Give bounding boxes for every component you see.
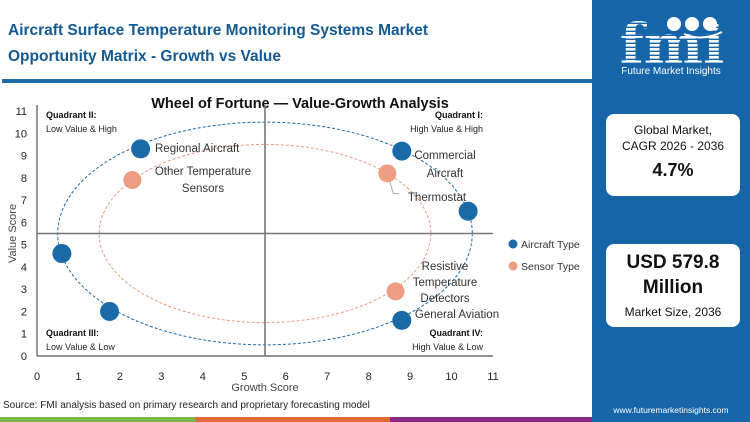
- website-link[interactable]: www.futuremarketinsights.com: [613, 405, 729, 415]
- data-point: [392, 141, 412, 161]
- title-divider: [2, 79, 592, 83]
- legend-marker: [508, 239, 518, 249]
- quadrant-title: Quadrant III:: [46, 328, 99, 338]
- data-label: Sensors: [182, 183, 224, 195]
- x-tick-label: 9: [407, 371, 413, 383]
- x-tick-label: 7: [324, 371, 330, 383]
- data-label: Temperature: [413, 277, 478, 289]
- x-tick-label: 10: [445, 371, 457, 383]
- quadrant-subtitle: High Value & Low: [412, 342, 483, 352]
- data-point: [458, 201, 478, 221]
- x-tick-label: 11: [487, 371, 498, 383]
- footer-strip-orange: [196, 417, 390, 422]
- footer-strip-green: [0, 417, 196, 422]
- source-note: Source: FMI analysis based on primary re…: [3, 400, 370, 411]
- y-tick-label: 0: [21, 351, 27, 363]
- market-size-card: USD 579.8 Million Market Size, 2036: [606, 244, 740, 327]
- data-label: Other Temperature: [155, 166, 251, 178]
- y-tick-label: 10: [15, 128, 27, 140]
- y-tick-label: 1: [21, 329, 27, 341]
- fmi-logo: fmi: [620, 12, 725, 78]
- x-tick-label: 8: [366, 371, 372, 383]
- data-point: [123, 171, 142, 190]
- data-label: Regional Aircraft: [155, 143, 240, 155]
- y-axis-label: Value Score: [7, 204, 19, 263]
- sidebar: fmi Future Market Insights Global Market…: [592, 0, 750, 422]
- x-tick-label: 3: [158, 371, 164, 383]
- cagr-card: Global Market, CAGR 2026 - 2036 4.7%: [606, 114, 740, 196]
- x-tick-label: 5: [241, 371, 247, 383]
- y-tick-label: 6: [21, 217, 27, 229]
- data-point: [52, 244, 72, 264]
- title-line-2: Opportunity Matrix - Growth vs Value: [8, 48, 282, 65]
- opportunity-matrix-chart: Wheel of Fortune — Value-Growth Analysis…: [7, 96, 580, 394]
- y-tick-label: 2: [21, 306, 27, 318]
- legend-label: Aircraft Type: [521, 239, 580, 251]
- data-label: Detectors: [420, 293, 469, 305]
- data-label: General Aviation: [415, 309, 499, 321]
- data-label: Commercial: [414, 150, 475, 162]
- page-title: Aircraft Surface Temperature Monitoring …: [8, 18, 588, 70]
- legend-marker: [508, 261, 518, 271]
- logo-subtitle: Future Market Insights: [621, 66, 721, 77]
- quadrant-subtitle: Low Value & Low: [46, 342, 115, 352]
- market-size-value-2: Million: [642, 277, 704, 298]
- cagr-value: 4.7%: [652, 160, 694, 180]
- footer-strip-purple: [390, 417, 592, 422]
- data-label: Aircraft: [427, 168, 464, 180]
- data-label: Thermostat: [408, 192, 467, 204]
- y-tick-label: 8: [21, 173, 27, 185]
- chart-title: Wheel of Fortune — Value-Growth Analysis: [151, 96, 449, 112]
- y-tick-label: 4: [21, 262, 27, 274]
- y-tick-label: 9: [21, 151, 27, 163]
- quadrant-title: Quadrant IV:: [429, 328, 483, 338]
- x-tick-label: 0: [34, 371, 40, 383]
- quadrant-title: Quadrant I:: [435, 110, 483, 120]
- y-tick-label: 3: [21, 284, 27, 296]
- market-size-value-1: USD 579.8: [626, 252, 720, 273]
- x-tick-label: 2: [117, 371, 123, 383]
- data-point: [378, 164, 397, 183]
- x-axis-label: Growth Score: [231, 382, 298, 394]
- cagr-label-1: Global Market,: [633, 123, 713, 137]
- x-tick-label: 4: [200, 371, 206, 383]
- data-point: [131, 139, 151, 159]
- title-line-1: Aircraft Surface Temperature Monitoring …: [8, 22, 429, 39]
- y-tick-label: 7: [21, 195, 27, 207]
- y-tick-label: 11: [16, 106, 27, 118]
- x-tick-label: 1: [75, 371, 81, 383]
- y-tick-label: 5: [21, 240, 27, 252]
- legend-label: Sensor Type: [521, 261, 580, 273]
- market-size-label: Market Size, 2036: [624, 305, 722, 319]
- data-point: [392, 310, 412, 330]
- data-point: [386, 282, 405, 301]
- quadrant-title: Quadrant II:: [46, 110, 97, 120]
- cagr-label-2: CAGR 2026 - 2036: [621, 139, 725, 153]
- quadrant-subtitle: High Value & High: [410, 124, 483, 134]
- x-tick-label: 6: [283, 371, 289, 383]
- data-point: [100, 301, 120, 321]
- quadrant-subtitle: Low Value & High: [46, 124, 117, 134]
- data-label: Resistive: [422, 261, 469, 273]
